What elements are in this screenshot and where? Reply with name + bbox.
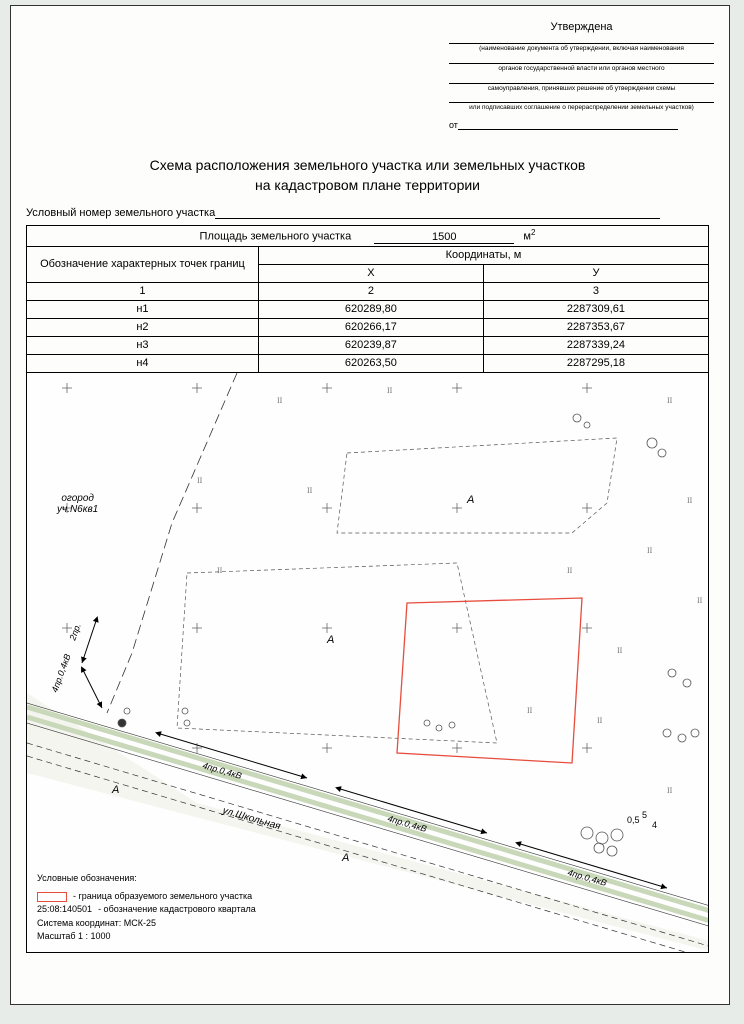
svg-text:II: II xyxy=(567,566,573,575)
left-boundary xyxy=(107,373,237,713)
table-cell: 2287353,67 xyxy=(483,318,708,336)
legend-code: 25:08:140501 xyxy=(37,903,92,917)
tree-num-2: 5 xyxy=(642,810,647,820)
table-cell: 620239,87 xyxy=(258,336,483,354)
svg-text:II: II xyxy=(667,786,673,795)
power-label-5: 2пр. xyxy=(67,622,83,643)
th-y: У xyxy=(483,264,708,282)
coord-system: Система координат: МСК-25 xyxy=(37,917,256,931)
veg-marks: II II II II II II II II II II II II II II xyxy=(197,386,703,795)
col-num-1: 1 xyxy=(27,282,259,300)
svg-text:II: II xyxy=(697,596,703,605)
svg-text:II: II xyxy=(527,706,533,715)
area-unit-sup: 2 xyxy=(531,228,535,237)
map-svg: А А А А ул.Школьная 4пр.0,4кВ 4пр.0,4кВ … xyxy=(27,373,709,953)
table-cell: н2 xyxy=(27,318,259,336)
legend-item-2: - обозначение кадастрового квартала xyxy=(98,903,256,917)
power-label-4: 4пр.0,4кВ xyxy=(49,652,72,693)
approval-heading: Утверждена xyxy=(449,21,714,33)
svg-text:II: II xyxy=(667,396,673,405)
approval-line-3: самоуправления, принявших решение об утв… xyxy=(449,83,714,93)
svg-text:II: II xyxy=(687,496,693,505)
main-title: Схема расположения земельного участка ил… xyxy=(26,156,709,195)
tree-num-3: 4 xyxy=(652,820,657,830)
area-value: 1500 xyxy=(374,231,514,244)
cadastral-map: А А А А ул.Школьная 4пр.0,4кВ 4пр.0,4кВ … xyxy=(26,373,709,953)
legend-row-1: - граница образуемого земельного участка xyxy=(37,890,256,904)
approval-from: от xyxy=(449,120,714,130)
table-cell: н4 xyxy=(27,354,259,372)
label-A-2: А xyxy=(326,634,334,646)
col-num-3: 3 xyxy=(483,282,708,300)
table-cell: н3 xyxy=(27,336,259,354)
legend-title: Условные обозначения: xyxy=(37,872,256,886)
label-A-1: А xyxy=(466,494,474,506)
power-lines xyxy=(82,618,667,888)
red-swatch xyxy=(37,892,67,902)
svg-text:II: II xyxy=(647,546,653,555)
table-cell: 2287295,18 xyxy=(483,354,708,372)
approval-line-1: (наименование документа об утверждении, … xyxy=(449,43,714,53)
svg-text:II: II xyxy=(217,566,223,575)
conditional-number-row: Условный номер земельного участка xyxy=(26,207,709,219)
garden-label: огород уч.N6кв1 xyxy=(57,493,98,515)
svg-text:II: II xyxy=(307,486,313,495)
area-unit: м xyxy=(523,231,531,243)
svg-text:II: II xyxy=(597,716,603,725)
table-cell: 620266,17 xyxy=(258,318,483,336)
legend: Условные обозначения: - граница образуем… xyxy=(37,872,256,944)
svg-text:II: II xyxy=(277,396,283,405)
legend-row-2: 25:08:140501 - обозначение кадастрового … xyxy=(37,903,256,917)
table-cell: 2287339,24 xyxy=(483,336,708,354)
trees xyxy=(118,414,699,856)
grid-crosses xyxy=(62,383,709,753)
approval-line-2: органов государственной власти или орган… xyxy=(449,63,714,73)
from-label: от xyxy=(449,120,458,130)
svg-text:II: II xyxy=(197,476,203,485)
area-cell: Площадь земельного участка 1500 м2 xyxy=(27,226,709,247)
plot-upper xyxy=(337,438,617,533)
new-plot-boundary xyxy=(397,598,582,763)
label-A-4: А xyxy=(341,852,349,864)
plot-lower xyxy=(177,563,497,743)
table-cell: 620289,80 xyxy=(258,300,483,318)
table-cell: н1 xyxy=(27,300,259,318)
table-cell: 620263,50 xyxy=(258,354,483,372)
th-coords: Координаты, м xyxy=(258,246,708,264)
tree-num-1: 0,5 xyxy=(627,815,640,825)
title-line-1: Схема расположения земельного участка ил… xyxy=(26,156,709,176)
svg-text:II: II xyxy=(617,646,623,655)
col-num-2: 2 xyxy=(258,282,483,300)
document-page: Утверждена (наименование документа об ут… xyxy=(10,5,730,1005)
svg-text:II: II xyxy=(387,386,393,395)
approval-block: Утверждена (наименование документа об ут… xyxy=(449,21,714,130)
scale: Масштаб 1 : 1000 xyxy=(37,930,256,944)
cond-label: Условный номер земельного участка xyxy=(26,207,215,219)
th-x: X xyxy=(258,264,483,282)
legend-item-1: - граница образуемого земельного участка xyxy=(73,890,252,904)
coordinates-table: Площадь земельного участка 1500 м2 Обозн… xyxy=(26,225,709,373)
table-cell: 2287309,61 xyxy=(483,300,708,318)
approval-line-4: или подписавших соглашение о перераспред… xyxy=(449,102,714,112)
title-line-2: на кадастровом плане территории xyxy=(26,176,709,196)
label-A-3: А xyxy=(111,784,119,796)
area-label: Площадь земельного участка xyxy=(200,231,352,243)
th-points: Обозначение характерных точек границ xyxy=(27,246,259,282)
